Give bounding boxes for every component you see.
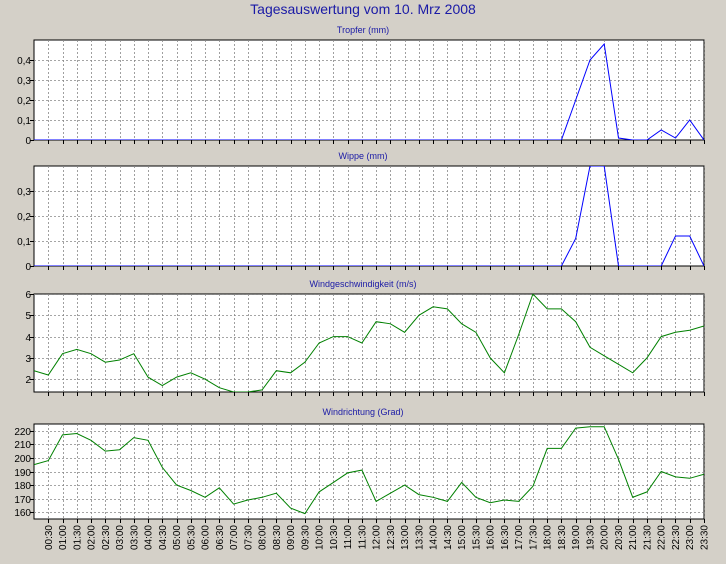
x-tick-label: 10:30 <box>329 525 340 550</box>
y-tick-label: 0 <box>25 136 31 147</box>
y-tick-label: 0,2 <box>17 96 31 107</box>
x-tick-label: 19:30 <box>586 525 597 550</box>
series-line <box>34 42 704 140</box>
y-tick-label: 5 <box>25 311 31 322</box>
x-tick-label: 23:30 <box>700 525 711 550</box>
x-tick-label: 22:00 <box>657 525 668 550</box>
x-tick-label: 01:00 <box>58 525 69 550</box>
y-tick-label: 170 <box>14 495 31 506</box>
chart-panel-1: Tropfer (mm) 0 0,1 0,2 0,3 0,4 <box>17 25 705 147</box>
x-tick-label: 11:30 <box>357 525 368 550</box>
y-tick-label: 210 <box>14 440 31 451</box>
x-tick-label: 23:00 <box>685 525 696 550</box>
x-tick-label: 18:00 <box>543 525 554 550</box>
y-tick-label: 0 <box>25 262 31 273</box>
x-tick-label: 16:00 <box>486 525 497 550</box>
chart-title: Windgeschwindigkeit (m/s) <box>309 279 416 289</box>
x-tick-label: 09:30 <box>300 525 311 550</box>
chart-title: Windrichtung (Grad) <box>322 407 403 417</box>
y-tick-label: 0,1 <box>17 237 31 248</box>
x-tick-label: 15:30 <box>471 525 482 550</box>
x-tick-label: 18:30 <box>557 525 568 550</box>
x-tick-label: 04:00 <box>144 525 155 550</box>
x-tick-label: 01:30 <box>72 525 83 550</box>
x-tick-label: 00:30 <box>44 525 55 550</box>
x-tick-label: 17:30 <box>528 525 539 550</box>
x-tick-label: 10:00 <box>315 525 326 550</box>
y-tick-label: 180 <box>14 481 31 492</box>
x-tick-label: 02:30 <box>101 525 112 550</box>
y-tick-label: 4 <box>25 333 31 344</box>
x-tick-label: 07:30 <box>243 525 254 550</box>
y-tick-label: 190 <box>14 468 31 479</box>
x-tick-label: 14:30 <box>443 525 454 550</box>
x-tick-label: 19:00 <box>571 525 582 550</box>
chart-panel-3: Windgeschwindigkeit (m/s) 2 3 4 5 6 <box>25 279 705 396</box>
x-tick-label: 15:00 <box>457 525 468 550</box>
x-tick-label: 16:30 <box>500 525 511 550</box>
x-tick-label: 06:30 <box>215 525 226 550</box>
x-tick-label: 14:00 <box>429 525 440 550</box>
x-tick-label: 11:00 <box>343 525 354 550</box>
x-tick-label: 21:30 <box>643 525 654 550</box>
x-tick-label: 20:30 <box>614 525 625 550</box>
y-tick-label: 3 <box>25 354 31 365</box>
x-tick-label: 12:30 <box>386 525 397 550</box>
y-tick-label: 6 <box>25 290 31 301</box>
x-tick-label: 17:00 <box>514 525 525 550</box>
x-tick-label: 04:30 <box>158 525 169 550</box>
series-line <box>34 426 704 515</box>
plot-area <box>33 165 705 267</box>
y-tick-label: 0,2 <box>17 212 31 223</box>
x-tick-label: 07:00 <box>229 525 240 550</box>
x-tick-label: 02:00 <box>87 525 98 550</box>
chart-title: Wippe (mm) <box>339 151 388 161</box>
y-tick-label: 160 <box>14 508 31 519</box>
y-tick-label: 0,3 <box>17 76 31 87</box>
x-tick-label: 03:30 <box>129 525 140 550</box>
chart-panel-2: Wippe (mm) 0 0,1 0,2 0,3 <box>17 151 705 273</box>
y-tick-label: 0,4 <box>17 56 31 67</box>
x-tick-label: 08:30 <box>272 525 283 550</box>
plot-area <box>33 293 705 393</box>
x-tick-label: 09:00 <box>286 525 297 550</box>
y-tick-label: 0,3 <box>17 187 31 198</box>
x-tick-label: 03:00 <box>115 525 126 550</box>
y-tick-label: 200 <box>14 454 31 465</box>
x-tick-label: 12:00 <box>372 525 383 550</box>
series-line <box>34 166 704 266</box>
y-tick-label: 2 <box>25 375 31 386</box>
x-tick-label: 20:00 <box>600 525 611 550</box>
x-tick-label: 05:30 <box>186 525 197 550</box>
page-title: Tagesauswertung vom 10. Mrz 2008 <box>250 1 476 17</box>
chart-panel-4: Windrichtung (Grad) 160 170 180 190 200 210 220 <box>14 407 705 523</box>
y-tick-label: 0,1 <box>17 116 31 127</box>
y-tick-label: 220 <box>14 427 31 438</box>
chart-title: Tropfer (mm) <box>337 25 389 35</box>
x-tick-label: 13:30 <box>414 525 425 550</box>
x-tick-label: 21:00 <box>628 525 639 550</box>
series-line <box>34 294 704 392</box>
x-tick-label: 08:00 <box>258 525 269 550</box>
x-tick-label: 06:00 <box>201 525 212 550</box>
x-tick-label: 22:30 <box>671 525 682 550</box>
x-tick-label: 13:00 <box>400 525 411 550</box>
x-tick-label: 05:00 <box>172 525 183 550</box>
